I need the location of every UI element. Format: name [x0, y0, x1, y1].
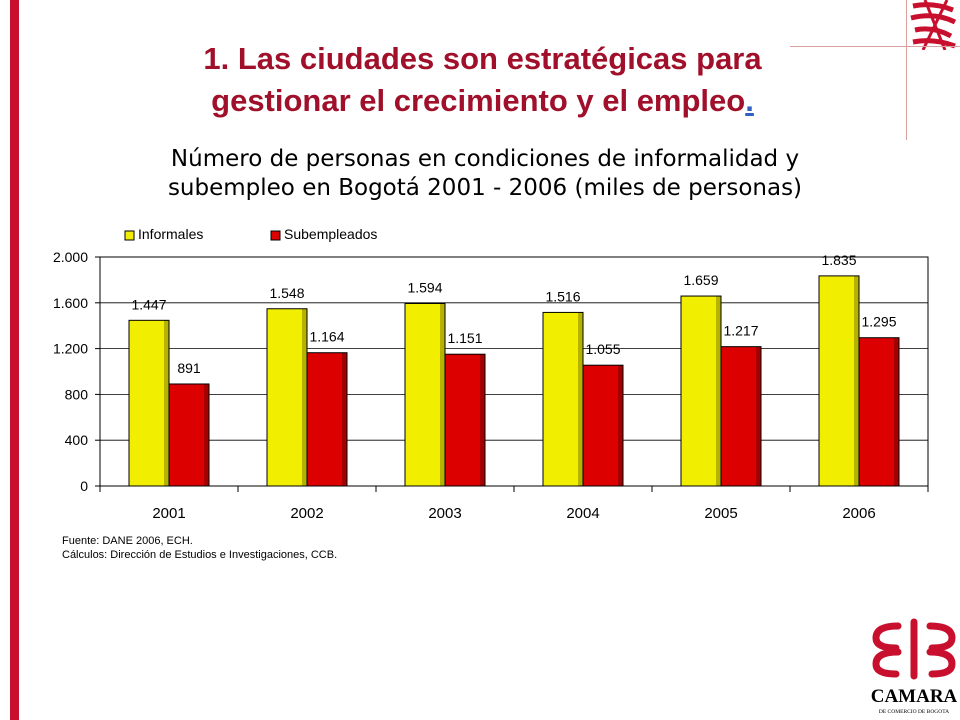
title-line-2: gestionar el crecimiento y el empleo.	[60, 80, 905, 122]
corner-logo-icon	[905, 0, 960, 50]
bar-informales	[404, 302, 446, 487]
bar-shade	[618, 365, 623, 486]
x-tick-label: 2006	[842, 505, 875, 522]
bar-shade	[342, 352, 347, 486]
bar-shade	[578, 312, 583, 486]
x-tick-label: 2001	[152, 505, 185, 522]
title-link-dot[interactable]: .	[745, 83, 754, 118]
bar-shade	[480, 354, 485, 486]
bar-subempleados	[582, 364, 624, 487]
bar-subempleados	[720, 346, 762, 487]
y-tick-label: 1.600	[53, 295, 88, 311]
plot-area	[99, 256, 929, 487]
x-tick-label: 2005	[704, 505, 737, 522]
bar-informales	[818, 275, 860, 487]
legend-label: Informales	[138, 226, 203, 242]
y-tick-label: 800	[65, 386, 89, 402]
bar-subempleados	[858, 337, 900, 487]
bar-informales	[680, 295, 722, 487]
y-tick-label: 0	[80, 478, 88, 494]
data-label: 1.594	[407, 279, 442, 295]
bar-shade	[164, 320, 169, 486]
legend-swatch	[270, 230, 281, 241]
bar-subempleados	[168, 383, 210, 487]
bar-shade	[894, 337, 899, 486]
bar-subempleados	[444, 353, 486, 487]
footnote-calculation: Cálculos: Dirección de Estudios e Invest…	[62, 549, 338, 561]
corner-line-vertical	[906, 0, 907, 140]
bar-shade	[302, 308, 307, 486]
bar-shade	[204, 383, 209, 486]
footnote: Fuente: DANE 2006, ECH. Cálculos: Direcc…	[62, 534, 337, 562]
bar-subempleados	[306, 352, 348, 487]
data-label: 1.548	[269, 285, 304, 301]
footnote-source: Fuente: DANE 2006, ECH.	[62, 535, 193, 547]
data-label: 1.164	[309, 329, 344, 345]
logo-name: CAMARA	[871, 686, 958, 707]
camara-comercio-logo: CAMARA DE COMERCIO DE BOGOTA	[871, 618, 958, 715]
data-label: 891	[177, 360, 201, 376]
bar-informales	[128, 319, 170, 487]
y-tick-label: 1.200	[53, 341, 88, 357]
bar-chart: 0 400 800 1.200 1.600 2.000 2001 1.447 891 2002 1.…	[53, 226, 929, 522]
x-tick-label: 2003	[428, 505, 461, 522]
data-label: 1.217	[723, 323, 758, 339]
corner-line-horizontal	[790, 46, 960, 47]
data-label: 1.835	[821, 252, 856, 268]
y-tick-label: 400	[65, 432, 89, 448]
left-accent-bar	[10, 0, 19, 720]
y-tick-label: 2.000	[53, 249, 88, 265]
title-line-2-text: gestionar el crecimiento y el empleo	[211, 83, 746, 118]
chart-title-line-1: Número de personas en condiciones de inf…	[170, 146, 800, 172]
logo-subtitle: DE COMERCIO DE BOGOTA	[879, 709, 949, 715]
legend-label: Subempleados	[284, 226, 377, 242]
data-label: 1.516	[545, 288, 580, 304]
bar-shade	[756, 346, 761, 486]
bar-informales	[542, 311, 584, 487]
bar-shade	[854, 275, 859, 486]
page-title: 1. Las ciudades son estratégicas para ge…	[60, 38, 905, 122]
bar-shade	[440, 303, 445, 486]
x-tick-label: 2002	[290, 505, 323, 522]
chart-title: Número de personas en condiciones de inf…	[80, 145, 890, 203]
data-label: 1.659	[683, 272, 718, 288]
ccb-emblem-icon	[872, 618, 956, 680]
chart-title-line-2: subempleo en Bogotá 2001 - 2006 (miles d…	[167, 175, 803, 201]
title-line-1: 1. Las ciudades son estratégicas para	[203, 41, 762, 76]
x-tick-label: 2004	[566, 505, 599, 522]
data-label: 1.151	[447, 330, 482, 346]
data-label: 1.055	[585, 341, 620, 357]
data-label: 1.447	[131, 296, 166, 312]
bar-informales	[266, 308, 308, 487]
bar-shade	[716, 296, 721, 486]
data-label: 1.295	[861, 314, 896, 330]
legend-swatch	[124, 230, 135, 241]
